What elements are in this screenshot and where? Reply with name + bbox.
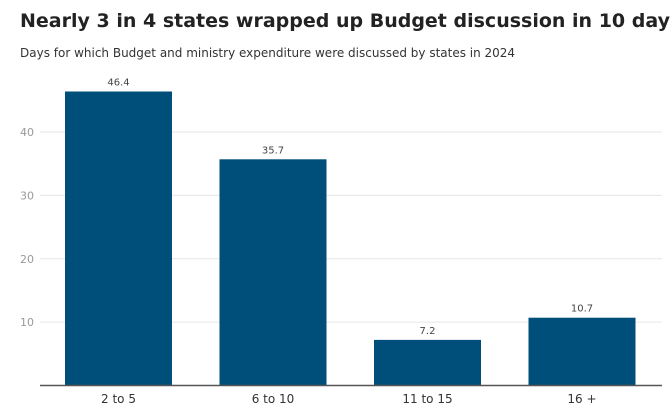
chart-subtitle: Days for which Budget and ministry expen…: [20, 46, 516, 60]
bar: [219, 159, 327, 386]
x-tick-label: 6 to 10: [252, 392, 295, 406]
data-label: 10.7: [571, 304, 593, 315]
y-tick-label: 10: [20, 316, 34, 329]
x-tick-label: 2 to 5: [101, 392, 136, 406]
y-tick-label: 20: [20, 253, 34, 266]
y-tick-label: 40: [20, 126, 34, 139]
bar: [65, 91, 172, 386]
y-tick-label: 30: [20, 189, 34, 202]
bars: 46.4 35.7 7.2 10.7: [65, 78, 636, 386]
chart-title: Nearly 3 in 4 states wrapped up Budget d…: [20, 10, 670, 32]
data-label: 7.2: [420, 326, 436, 337]
axes: 10 20 30 40 2 to 5 6 to 10 11 to 15 16 +: [20, 126, 662, 406]
data-label: 46.4: [107, 78, 129, 89]
data-label: 35.7: [262, 145, 284, 156]
x-tick-label: 16 +: [567, 392, 596, 406]
bar: [528, 317, 636, 386]
x-tick-label: 11 to 15: [402, 392, 452, 406]
bar: [374, 339, 481, 386]
